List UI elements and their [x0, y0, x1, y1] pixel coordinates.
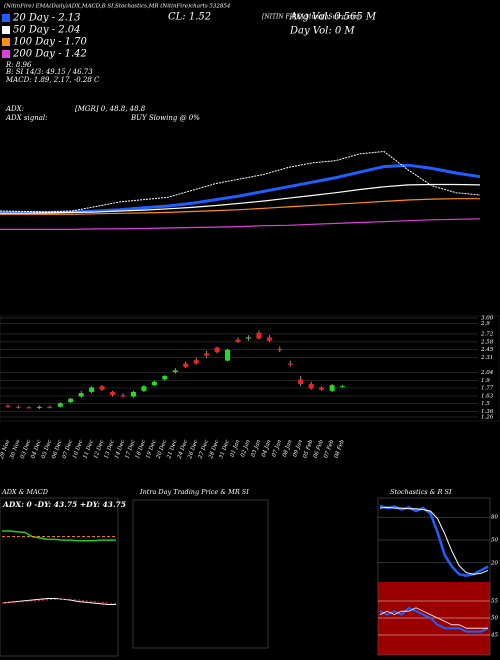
candle-body: [340, 386, 346, 388]
y-tick-label: 2.72: [480, 331, 494, 337]
legend-label: 100 Day - 1.70: [13, 37, 88, 48]
legend-label: 50 Day - 2.04: [13, 25, 81, 36]
y-tick-label: 55: [491, 599, 498, 605]
candle-body: [162, 376, 168, 380]
candle-body: [287, 363, 293, 365]
day-vol: Day Vol: 0 M: [289, 26, 355, 37]
y-tick-label: 1.5: [481, 401, 490, 407]
info: MACD: 1.89, 2.17, -0.28 C: [5, 76, 100, 84]
candle-body: [172, 370, 178, 373]
line: [0, 183, 481, 214]
panel-title: Intra Day Trading Price & MR SI: [139, 488, 249, 496]
x-tick-label: 03 Jan: [250, 439, 262, 458]
candle-body: [319, 387, 325, 390]
panel-title: ADX & MACD: [1, 488, 49, 496]
y-tick-label: 50: [491, 538, 498, 544]
y-tick-label: 1.36: [481, 409, 494, 415]
adx-info: ADX:: [5, 105, 24, 113]
y-tick-label: 1.26: [481, 415, 494, 421]
line: [0, 198, 480, 215]
adx-info: BUY Slowing @ 0%: [130, 114, 200, 122]
y-tick-label: 1.77: [481, 385, 494, 391]
candle-body: [141, 386, 147, 391]
candle-body: [78, 393, 84, 397]
adx-frame: [0, 497, 119, 657]
legend-swatch: [2, 14, 10, 22]
candle-body: [225, 349, 231, 361]
price-frame: [0, 315, 500, 422]
stoch-frame: [377, 497, 491, 656]
y-tick-label: 2.04: [480, 370, 494, 376]
y-tick-label: 20: [490, 560, 498, 566]
candle-body: [266, 337, 272, 341]
candle-body: [89, 387, 95, 392]
candle-body: [120, 395, 126, 397]
line: [1, 598, 117, 605]
x-tick-label: 04 Jan: [261, 439, 273, 458]
candle-body: [245, 337, 251, 339]
candle-body: [57, 403, 63, 407]
candle-body: [298, 379, 304, 384]
candle-body: [5, 405, 11, 407]
candle-body: [214, 347, 220, 353]
candle-body: [151, 381, 157, 386]
candle-body: [193, 360, 199, 364]
y-tick-label: 1.9: [481, 378, 490, 384]
candle-body: [99, 386, 105, 390]
y-tick-label: 50: [491, 616, 498, 622]
legend-swatch: [2, 26, 10, 34]
x-tick-label: 08 Jan: [282, 439, 294, 458]
candle-body: [308, 384, 314, 389]
candle-body: [15, 406, 21, 408]
candle-body: [277, 349, 283, 351]
x-tick-label: 29 Nov: [0, 438, 12, 461]
candle-body: [36, 406, 42, 408]
y-tick-label: 1.63: [481, 393, 494, 399]
y-tick-label: 2.45: [480, 347, 494, 353]
candle-body: [130, 391, 136, 397]
y-tick-label: 2.31: [480, 355, 493, 361]
line: [379, 607, 488, 629]
candle-body: [235, 339, 241, 342]
x-tick-label: 09 Jan: [292, 439, 304, 458]
y-tick-label: 3.00: [481, 316, 494, 322]
avg-vol: Avg Vol: 0.565 M: [289, 12, 377, 23]
x-tick-label: 01 Jan: [230, 439, 242, 458]
candle-body: [68, 398, 74, 403]
info: B: SI 14/3: 49.15 / 46.73: [5, 68, 93, 76]
adx-info: ADX signal:: [5, 114, 47, 122]
panel-title: Stochastics & R SI: [390, 488, 452, 496]
adx-label: ADX: 0 -DY: 43.75 +DY: 43.75: [2, 500, 126, 509]
x-tick-label: 07 Jan: [271, 439, 283, 458]
legend-swatch: [2, 38, 10, 46]
legend-label: 20 Day - 2.13: [12, 13, 81, 24]
info: R: 8.96: [5, 61, 32, 69]
candle-body: [256, 332, 262, 339]
close-label: CL: 1.52: [168, 12, 211, 23]
line: [0, 218, 481, 230]
y-tick-label: 2.58: [480, 339, 494, 345]
line: [0, 150, 481, 213]
y-tick-label: 80: [491, 515, 498, 521]
rsi-background: [378, 582, 490, 655]
adx-info: [MGR] 0, 48.8, 48.8: [75, 105, 146, 113]
candle-body: [329, 385, 335, 391]
legend-label: 200 Day - 1.42: [12, 49, 87, 60]
candle-body: [204, 353, 210, 356]
header: (NitinFire) EMA(Daily)ADX,MACD,B SI,Stoc…: [4, 3, 231, 10]
line: [2, 530, 116, 542]
candle-body: [26, 407, 32, 409]
candle-body: [183, 363, 189, 367]
x-tick-label: 02 Jan: [240, 439, 252, 458]
legend-swatch: [2, 50, 10, 58]
candle-body: [47, 406, 53, 408]
y-tick-label: 45: [490, 633, 498, 639]
line: [379, 506, 489, 575]
intraday-frame: [132, 499, 269, 649]
candle-body: [110, 391, 116, 395]
watermark: [NITIN FIRE] MunafaSutra.com: [262, 14, 360, 21]
y-tick-label: 2.9: [480, 321, 490, 327]
